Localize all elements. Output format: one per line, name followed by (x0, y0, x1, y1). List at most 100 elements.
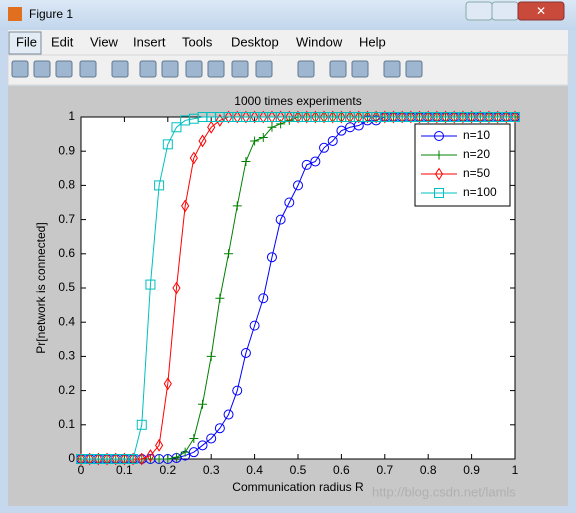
toolbar-button[interactable] (161, 60, 179, 78)
marker (224, 249, 234, 259)
marker (310, 156, 321, 167)
marker (259, 110, 268, 124)
toolbar-button[interactable] (207, 60, 225, 78)
menu-item[interactable]: File (16, 34, 37, 49)
marker (232, 201, 242, 211)
watermark: http://blog.csdn.net/lamls (372, 484, 516, 499)
marker (337, 110, 346, 124)
marker (424, 110, 433, 124)
marker (241, 156, 251, 166)
close-glyph: ✕ (536, 4, 546, 18)
marker (319, 142, 330, 153)
marker (467, 110, 476, 124)
minimize-button[interactable] (465, 1, 493, 21)
menu-item[interactable]: Edit (51, 34, 74, 49)
marker (85, 452, 94, 466)
marker (415, 110, 424, 124)
marker (145, 279, 156, 290)
legend-label: n=20 (463, 147, 490, 161)
marker (302, 110, 311, 124)
marker (311, 110, 320, 124)
toolbar-button[interactable] (383, 60, 401, 78)
toolbar-button[interactable] (139, 60, 157, 78)
marker (120, 452, 129, 466)
marker (502, 110, 511, 124)
marker (162, 139, 173, 150)
toolbar-button[interactable] (255, 60, 273, 78)
close-button[interactable] (517, 1, 565, 21)
x-tick-label: 0.1 (116, 463, 133, 477)
marker (249, 320, 260, 331)
marker (180, 447, 190, 457)
marker (154, 180, 165, 191)
marker (137, 452, 146, 466)
marker (128, 452, 138, 466)
marker (250, 110, 259, 124)
marker (389, 110, 398, 124)
marker (284, 197, 295, 208)
marker (224, 110, 233, 124)
marker (163, 454, 173, 464)
marker (198, 399, 208, 409)
legend-marker (434, 167, 444, 181)
menu-item[interactable]: View (90, 34, 119, 49)
toolbar-button[interactable] (351, 60, 369, 78)
marker (458, 110, 468, 124)
marker (94, 452, 103, 466)
menu-item[interactable]: Insert (133, 34, 166, 49)
marker (223, 409, 234, 420)
toolbar-button[interactable] (231, 60, 249, 78)
y-tick-label: 0.2 (58, 383, 75, 397)
menu-item[interactable]: Help (359, 34, 386, 49)
marker (250, 136, 260, 146)
x-tick-label: 0.6 (333, 463, 350, 477)
x-tick-label: 0.7 (376, 463, 393, 477)
marker (336, 125, 347, 136)
toolbar-button[interactable] (11, 60, 29, 78)
menu-item[interactable]: Window (296, 34, 343, 49)
y-tick-label: 0.5 (58, 280, 75, 294)
toolbar-button[interactable] (33, 60, 51, 78)
toolbar-button[interactable] (405, 60, 423, 78)
menu-item[interactable]: Desktop (231, 34, 279, 49)
y-tick-label: 1 (68, 109, 75, 123)
maximize-button[interactable] (491, 1, 519, 21)
marker (328, 110, 337, 124)
marker (354, 110, 363, 124)
window-title: Figure 1 (29, 7, 73, 21)
marker (406, 110, 415, 124)
menu-bar (8, 30, 568, 55)
toolbar-button[interactable] (297, 60, 315, 78)
marker (155, 438, 164, 452)
legend-label: n=10 (463, 128, 490, 142)
marker (146, 449, 155, 463)
toolbar-button[interactable] (79, 60, 97, 78)
marker (380, 110, 389, 124)
legend-marker (434, 131, 444, 141)
marker (214, 423, 225, 434)
marker (293, 180, 303, 191)
marker (171, 122, 182, 133)
legend-marker (434, 188, 444, 198)
toolbar-button[interactable] (185, 60, 203, 78)
marker (267, 110, 277, 124)
marker (240, 347, 251, 358)
marker (171, 452, 181, 462)
y-tick-label: 0.3 (58, 349, 75, 363)
marker (441, 110, 450, 124)
marker (198, 134, 207, 148)
y-tick-label: 0.4 (58, 314, 75, 328)
y-tick-label: 0 (68, 451, 75, 465)
legend-label: n=50 (463, 166, 490, 180)
toolbar-button[interactable] (329, 60, 347, 78)
toolbar-button[interactable] (111, 60, 129, 78)
series-line (81, 116, 515, 460)
marker (163, 377, 172, 391)
marker (293, 110, 303, 124)
marker (301, 159, 312, 170)
toolbar-button[interactable] (55, 60, 73, 78)
x-tick-label: 0.3 (203, 463, 220, 477)
menu-item[interactable]: Tools (182, 34, 213, 49)
